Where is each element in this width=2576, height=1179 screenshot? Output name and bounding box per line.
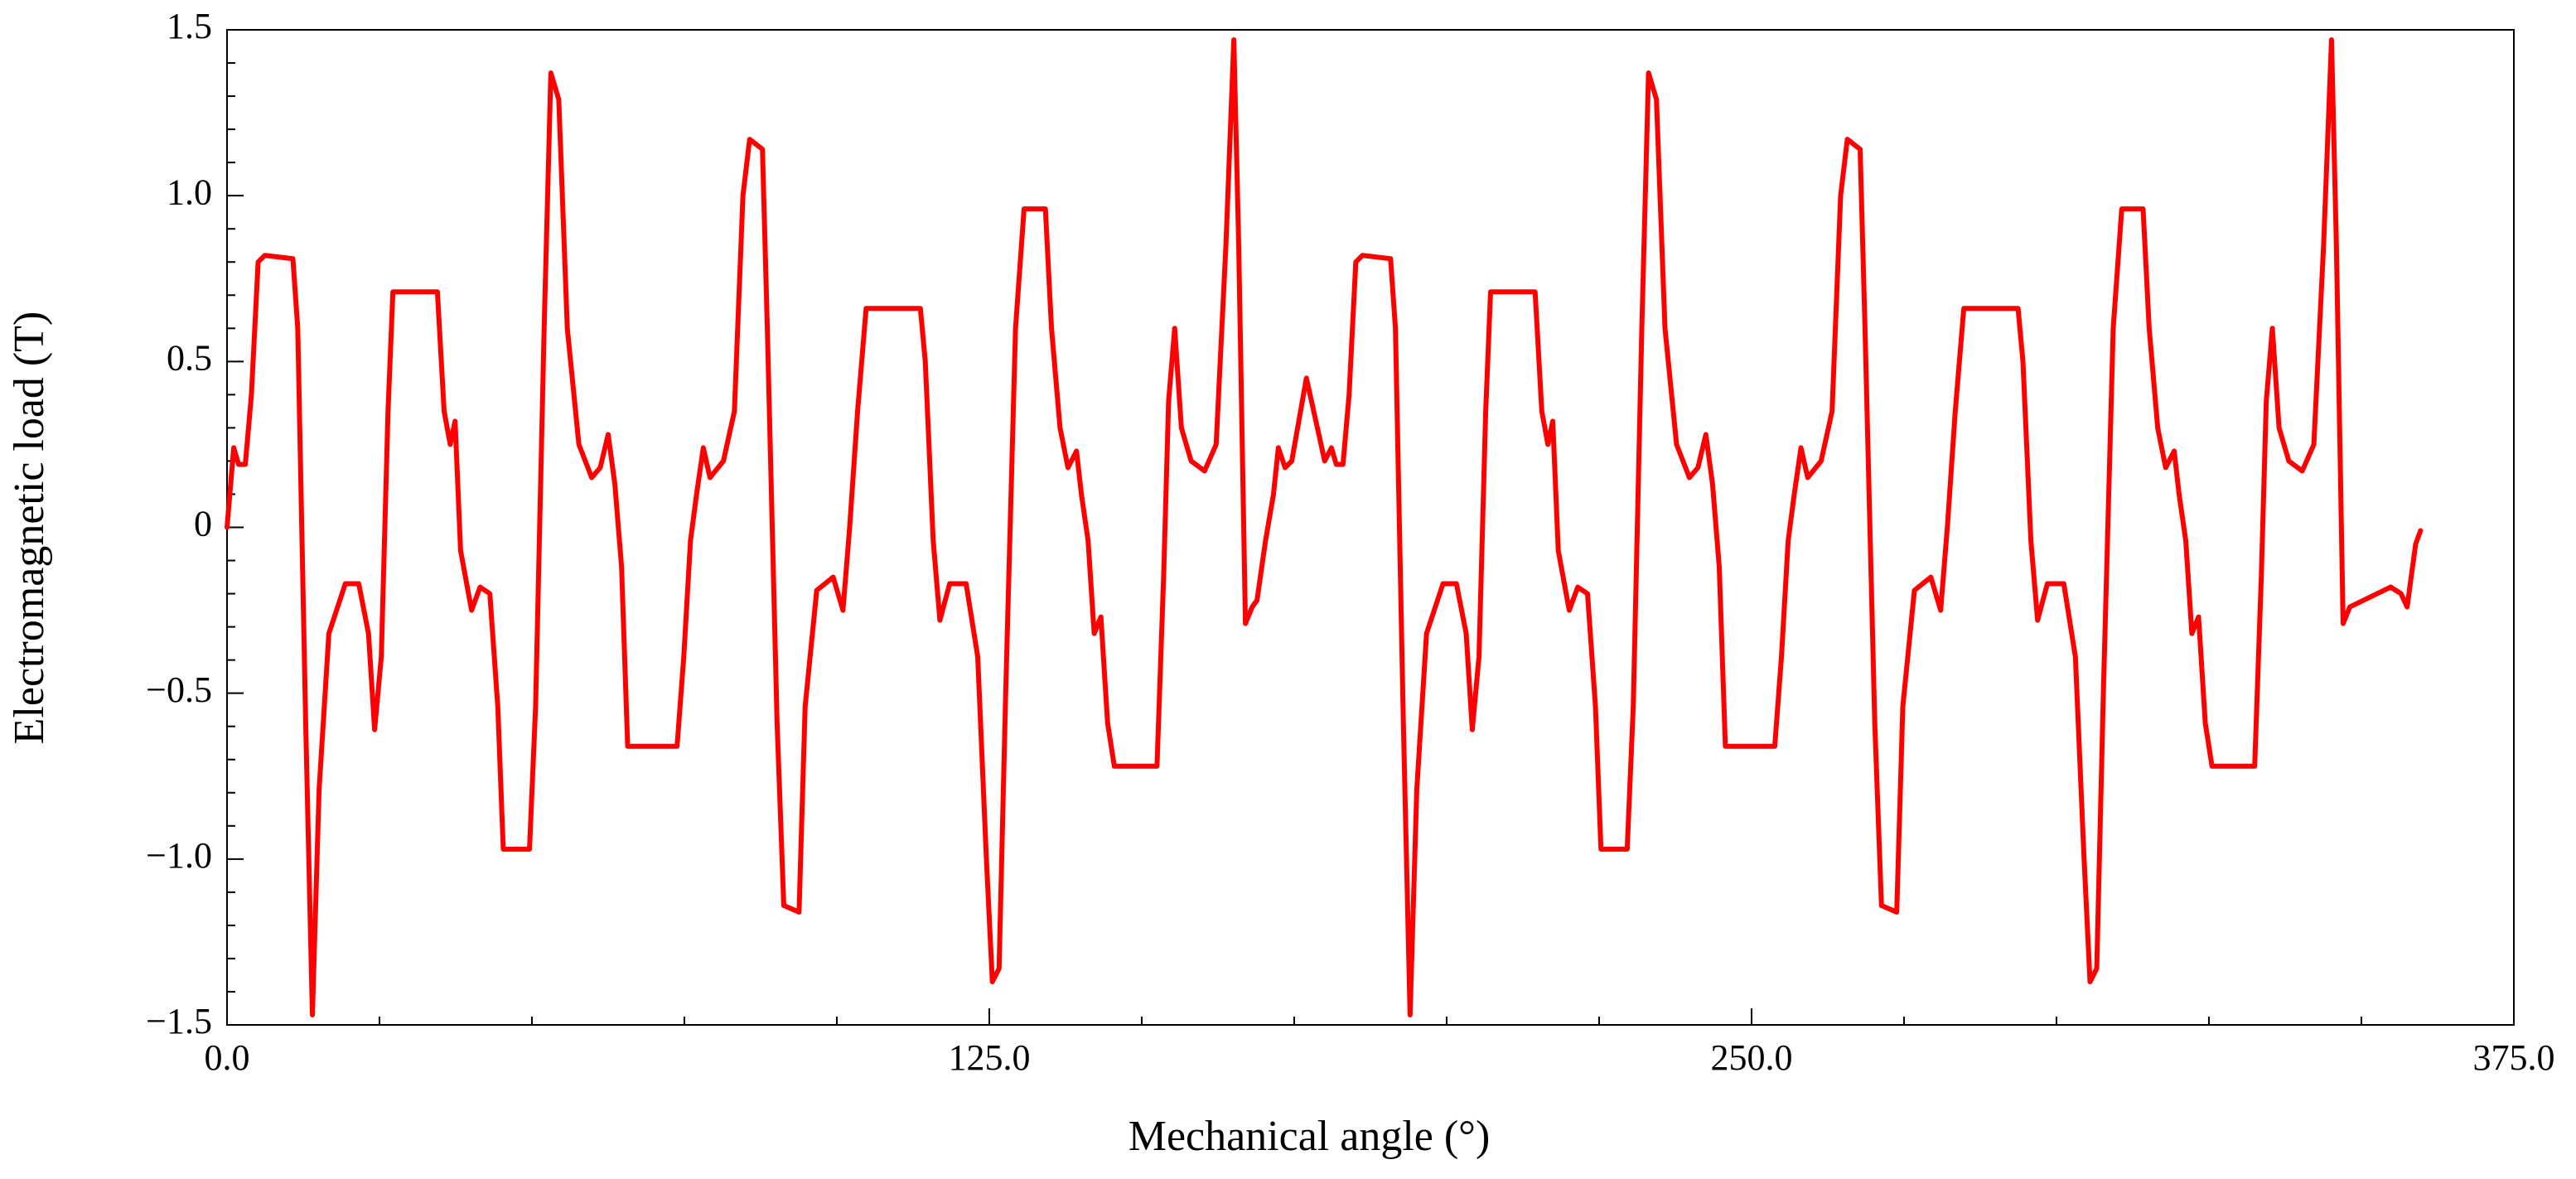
y-tick-label: 0.5 [167,337,212,378]
x-tick-label: 125.0 [949,1037,1031,1078]
y-tick-label: 1.5 [167,6,212,46]
data-line [225,37,2424,1017]
y-tick-label: 1.0 [167,172,212,212]
y-tick-label: −1.0 [146,835,212,876]
x-axis-title: Mechanical angle (°) [1129,1113,1491,1160]
y-tick-label: −0.5 [146,669,212,710]
y-tick-label: −1.5 [146,1001,212,1041]
y-axis-title: Electromagnetic load (T) [6,312,53,745]
x-tick-label: 250.0 [1711,1037,1793,1078]
x-tick-label: 375.0 [2473,1037,2555,1078]
y-tick-label: 0 [194,504,212,544]
x-tick-label: 0.0 [205,1037,250,1078]
